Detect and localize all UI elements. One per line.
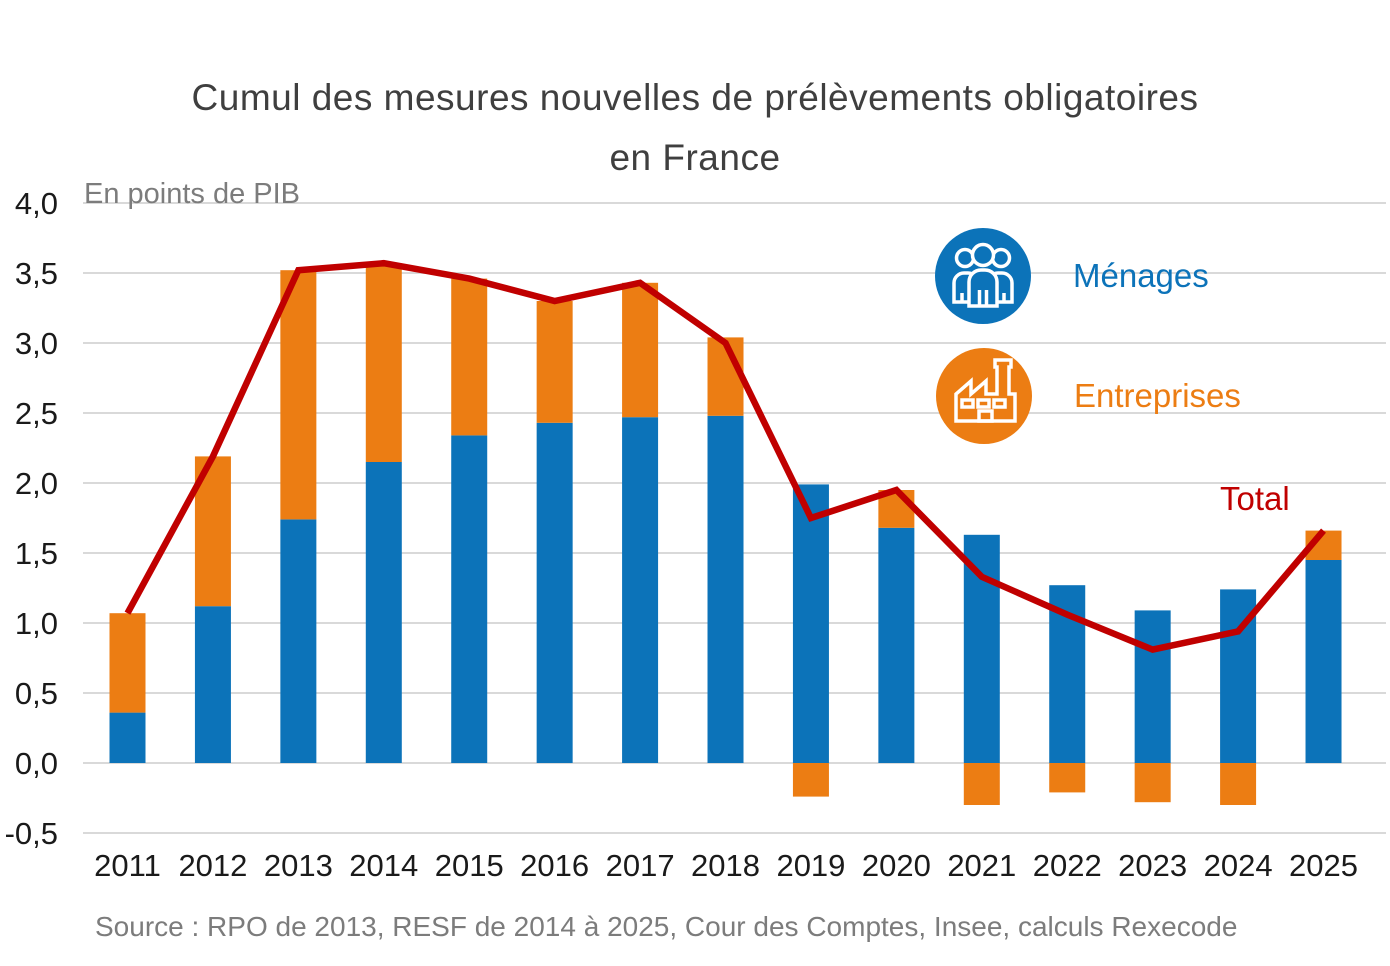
bar-entreprises-2024 xyxy=(1220,763,1257,805)
x-tick-label: 2015 xyxy=(435,848,504,883)
source-note: Source : RPO de 2013, RESF de 2014 à 202… xyxy=(95,911,1238,942)
chart-title-line1: Cumul des mesures nouvelles de prélèveme… xyxy=(191,77,1199,118)
x-tick-label: 2018 xyxy=(691,848,760,883)
menages-legend-badge xyxy=(935,228,1031,324)
y-axis-unit-label: En points de PIB xyxy=(84,178,301,210)
bar-entreprises-2017 xyxy=(622,282,659,418)
bar-menages-2017 xyxy=(622,417,659,763)
total-line xyxy=(124,259,1326,653)
bar-entreprises-2023 xyxy=(1134,763,1171,803)
bar-entreprises-2019 xyxy=(792,763,829,797)
bar-entreprises-2014 xyxy=(365,263,402,462)
bar-menages-2020 xyxy=(878,527,915,763)
y-tick-label: 2,5 xyxy=(15,396,58,431)
bar-entreprises-2021 xyxy=(963,763,1000,805)
y-tick-label: 0,5 xyxy=(15,676,58,711)
y-tick-label: 4,0 xyxy=(15,186,58,221)
entreprises-legend-label: Entreprises xyxy=(1074,377,1241,414)
people-icon xyxy=(952,242,1014,308)
bar-menages-2021 xyxy=(963,534,1000,763)
x-tick-label: 2023 xyxy=(1118,848,1187,883)
y-tick-label: 3,5 xyxy=(15,256,58,291)
y-tick-label: -0,5 xyxy=(5,816,58,851)
x-tick-label: 2016 xyxy=(520,848,589,883)
y-tick-label: 3,0 xyxy=(15,326,58,361)
bar-menages-2015 xyxy=(451,435,488,763)
bar-menages-2023 xyxy=(1134,610,1171,763)
bar-entreprises-2013 xyxy=(280,270,317,520)
x-tick-label: 2011 xyxy=(94,848,161,883)
bar-entreprises-2011 xyxy=(109,613,146,713)
bar-menages-2013 xyxy=(280,519,317,763)
chart-title-line2: en France xyxy=(609,137,781,178)
factory-icon xyxy=(954,358,1017,423)
x-tick-label: 2025 xyxy=(1289,848,1358,883)
x-tick-label: 2022 xyxy=(1033,848,1102,883)
entreprises-legend-badge xyxy=(936,348,1032,444)
bar-menages-2012 xyxy=(194,606,231,763)
x-tick-label: 2021 xyxy=(947,848,1016,883)
bar-entreprises-2016 xyxy=(536,301,573,423)
bar-entreprises-2022 xyxy=(1049,763,1086,793)
x-tick-label: 2024 xyxy=(1204,848,1273,883)
x-tick-label: 2017 xyxy=(606,848,675,883)
bar-menages-2011 xyxy=(109,712,146,763)
bar-menages-2019 xyxy=(792,484,829,763)
x-tick-label: 2019 xyxy=(776,848,845,883)
chart-title: Cumul des mesures nouvelles de prélèveme… xyxy=(0,68,1390,188)
y-tick-label: 2,0 xyxy=(15,466,58,501)
bar-menages-2025 xyxy=(1305,560,1342,763)
x-tick-label: 2013 xyxy=(264,848,333,883)
legend-item-menages: Ménages xyxy=(935,228,1209,324)
menages-legend-label: Ménages xyxy=(1073,257,1209,294)
bar-entreprises-2018 xyxy=(707,337,744,416)
y-tick-label: 0,0 xyxy=(15,746,58,781)
x-tick-label: 2014 xyxy=(349,848,418,883)
y-tick-label: 1,5 xyxy=(15,536,58,571)
bar-menages-2014 xyxy=(365,462,402,763)
y-tick-label: 1,0 xyxy=(15,606,58,641)
bar-menages-2018 xyxy=(707,415,744,763)
bar-menages-2016 xyxy=(536,422,573,763)
legend-item-entreprises: Entreprises xyxy=(936,348,1241,444)
bar-entreprises-2015 xyxy=(451,278,488,436)
x-tick-label: 2020 xyxy=(862,848,931,883)
total-series-label: Total xyxy=(1220,480,1290,517)
x-tick-label: 2012 xyxy=(178,848,247,883)
